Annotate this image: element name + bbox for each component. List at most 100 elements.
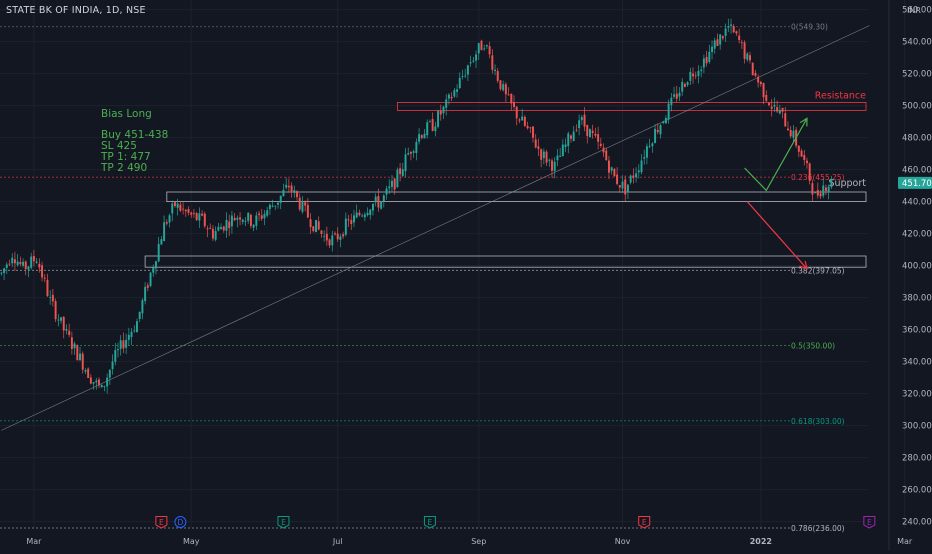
chart-title[interactable]: STATE BK OF INDIA, 1D, NSE (6, 5, 146, 16)
candle-body (521, 116, 524, 121)
x-tick-label: Mar (26, 537, 42, 546)
candle-body (239, 217, 242, 220)
candle-body (787, 128, 789, 131)
note-tp2: TP 2 490 (101, 162, 148, 174)
candle-body (363, 214, 366, 218)
y-tick-label: 240.00 (902, 518, 932, 528)
candle-body (279, 195, 282, 203)
candle-body (651, 143, 654, 147)
candle-body (551, 160, 553, 171)
candle-body (214, 231, 217, 240)
event-badge (277, 516, 290, 529)
candle-body (100, 384, 103, 388)
candle-body (629, 175, 632, 183)
candle-body (700, 69, 703, 72)
candle-body (70, 337, 73, 349)
candle-body (746, 53, 749, 60)
candle-body (19, 261, 22, 265)
candle-body (149, 272, 152, 286)
event-marker[interactable]: E (423, 516, 436, 529)
candle-body (263, 213, 266, 219)
candle-body (778, 110, 781, 114)
candle-body (117, 349, 119, 351)
fib-level-label: 0(549.30) (791, 23, 828, 32)
candle-body (369, 209, 372, 215)
projection-layer (744, 117, 808, 270)
candle-body (461, 76, 464, 77)
candle-body (247, 212, 250, 221)
candle-body (179, 204, 182, 211)
candle-body (418, 134, 421, 142)
candle-body (523, 116, 526, 126)
candle-body (130, 331, 133, 338)
candle-body (743, 42, 746, 59)
last-price-tag (898, 176, 932, 189)
event-label: E (281, 518, 286, 527)
fib-level-label: 0.786(236.00) (791, 524, 845, 533)
candle-body (211, 228, 214, 239)
candle-body (157, 244, 160, 262)
candle-body (504, 84, 507, 95)
candle-body (483, 48, 486, 50)
event-label: E (428, 518, 433, 527)
candle-body (667, 103, 670, 120)
candle-body (192, 213, 195, 214)
y-tick-label: 480.00 (902, 134, 932, 144)
candle-body (724, 28, 727, 36)
fib-level-label: 0.618(303.00) (791, 417, 845, 426)
candle-body (277, 202, 280, 205)
candle-body (564, 144, 567, 148)
candle-body (439, 111, 442, 115)
candle-body (675, 93, 678, 99)
candle-body (450, 96, 453, 99)
candle-body (49, 296, 52, 298)
candle-body (583, 114, 586, 127)
candle-body (95, 380, 98, 383)
candle-body (830, 179, 833, 188)
candle-body (11, 257, 14, 264)
candle-body (499, 80, 502, 90)
y-tick-label: 520.00 (902, 70, 932, 80)
candle-body (27, 266, 30, 270)
candle-body (163, 222, 166, 241)
candle-body (377, 196, 380, 208)
y-tick-label: 380.00 (902, 294, 932, 304)
candle-body (434, 126, 437, 132)
event-badge (863, 516, 876, 529)
event-marker[interactable]: E (863, 516, 876, 529)
candle-body (65, 329, 68, 331)
candle-body (122, 340, 125, 349)
event-marker[interactable]: E (277, 516, 290, 529)
candle-body (244, 221, 247, 222)
candle-body (572, 131, 575, 142)
candle-body (350, 220, 353, 225)
candle-body (176, 203, 179, 208)
event-marker[interactable]: E (638, 516, 651, 529)
x-tick-label: Sep (471, 537, 486, 546)
candle-body (136, 321, 138, 333)
last-price-label: 451.70 (902, 179, 932, 189)
event-marker[interactable]: D (174, 516, 187, 528)
candle-body (458, 77, 461, 89)
y-tick-label: 560.00 (902, 6, 932, 16)
candle-body (526, 125, 529, 129)
candle-body (588, 129, 591, 138)
event-marker[interactable]: E (155, 516, 168, 529)
candle-body (827, 186, 830, 193)
candle-body (87, 368, 90, 379)
zone-box (396, 102, 867, 111)
candle-body (339, 236, 342, 240)
candle-body (711, 46, 714, 53)
y-tick-label: 500.00 (902, 102, 932, 112)
candle-body (255, 215, 258, 226)
y-tick-label: 260.00 (902, 486, 932, 496)
candle-body (426, 122, 429, 136)
bearish-arrow (746, 201, 808, 270)
candle-body (431, 119, 434, 131)
candle-body (447, 94, 450, 99)
candle-body (296, 191, 298, 198)
candle-body (689, 71, 692, 81)
candle-body (274, 205, 277, 207)
candle-body (304, 202, 307, 206)
